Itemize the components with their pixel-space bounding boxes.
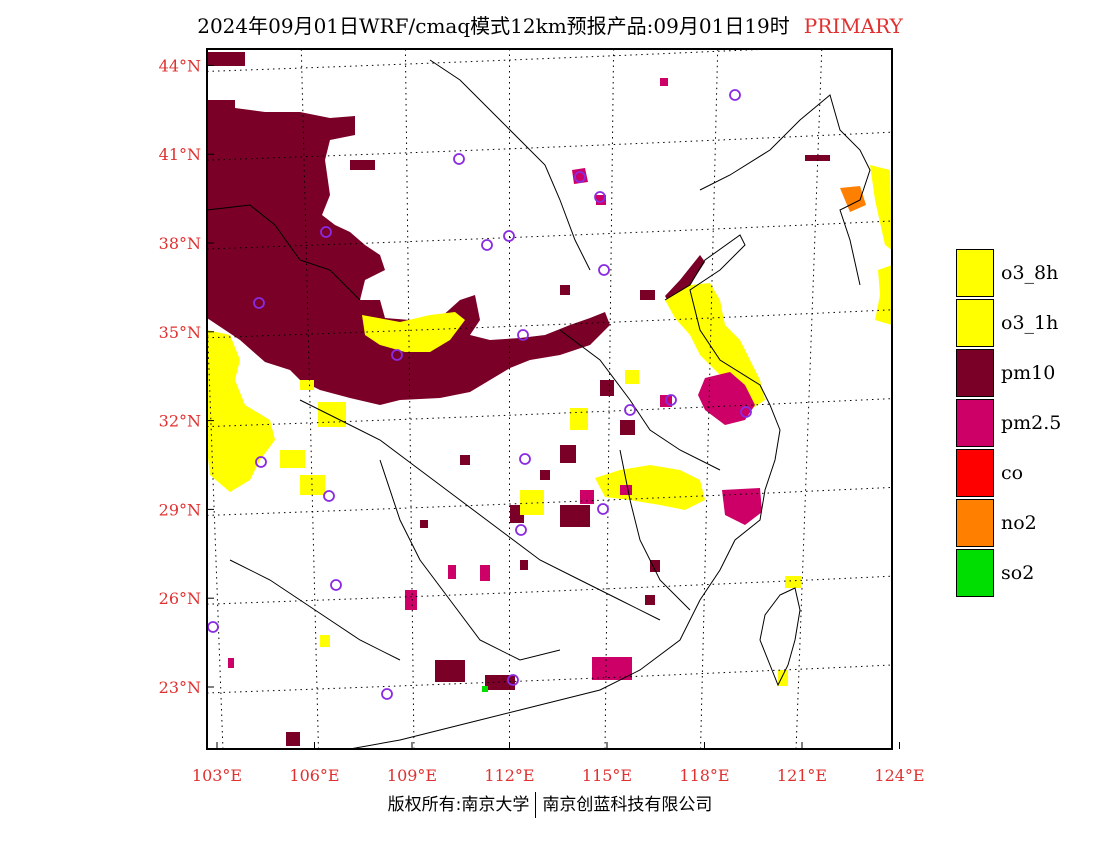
taiwan-island <box>759 587 801 687</box>
legend-item: pm2.5 <box>956 398 1061 448</box>
primary-tag: PRIMARY <box>803 14 903 38</box>
lat-tick-label: 38°N <box>159 234 201 253</box>
longitude-labels: 103°E 106°E 109°E 112°E 115°E 118°E 121°E 124°E <box>192 766 925 785</box>
legend-item: pm10 <box>956 348 1061 398</box>
pm25-scatter <box>228 78 672 668</box>
coastline-and-borders <box>207 59 871 749</box>
legend-swatch <box>956 249 994 297</box>
legend-swatch <box>956 549 994 597</box>
map-title: 2024年09月01日WRF/cmaq模式12km预报产品:09月01日19时 P… <box>0 10 1100 39</box>
province-border-6 <box>229 559 401 661</box>
legend-label: so2 <box>1001 562 1035 584</box>
legend-swatch <box>956 499 994 547</box>
copyright-separator <box>535 792 537 818</box>
legend-label: pm10 <box>1001 362 1056 384</box>
legend: o3_8h o3_1h pm10 pm2.5 co no2 so2 <box>956 248 1061 598</box>
copyright-right: 南京创蓝科技有限公司 <box>542 795 713 815</box>
axis-ticks <box>207 64 900 749</box>
pollution-layer <box>207 52 892 746</box>
legend-label: pm2.5 <box>1001 412 1062 434</box>
province-border-1 <box>207 204 361 301</box>
legend-label: co <box>1001 462 1024 484</box>
o3-region-central-south <box>595 465 705 510</box>
o3-region-korea <box>870 165 892 250</box>
legend-item: co <box>956 448 1061 498</box>
latitude-labels: 44°N 41°N 38°N 35°N 32°N 29°N 26°N 23°N <box>159 56 201 697</box>
province-border-7 <box>619 449 691 611</box>
legend-swatch <box>956 299 994 347</box>
pm10-patch-river <box>665 255 705 305</box>
lon-tick-label: 106°E <box>289 766 339 785</box>
coastline-bohai <box>699 94 871 286</box>
o3-band-central <box>362 312 465 352</box>
o3-region-west <box>207 330 275 492</box>
graticule <box>207 49 892 749</box>
lon-tick-label: 118°E <box>679 766 729 785</box>
o3-scatter <box>280 370 801 686</box>
province-border-2 <box>429 59 591 271</box>
legend-item: no2 <box>956 498 1061 548</box>
so2-speck <box>482 686 488 692</box>
lon-tick-label: 112°E <box>484 766 534 785</box>
lat-tick-label: 44°N <box>159 56 201 75</box>
copyright: 版权所有:南京大学 南京创蓝科技有限公司 <box>0 790 1100 818</box>
o3-region-east-coast <box>665 283 765 410</box>
lat-tick-label: 41°N <box>159 145 201 164</box>
lat-tick-label: 23°N <box>159 678 201 697</box>
lon-tick-label: 121°E <box>777 766 827 785</box>
pm10-region-northwest <box>207 100 610 405</box>
pm10-patch-top <box>207 52 245 66</box>
no2-patch-korea <box>840 186 866 212</box>
legend-label: no2 <box>1001 512 1037 534</box>
province-border-3 <box>299 399 661 621</box>
map-frame <box>206 48 893 750</box>
coastline-east-china <box>349 234 781 749</box>
copyright-left: 版权所有:南京大学 <box>387 795 530 815</box>
title-text: 2024年09月01日WRF/cmaq模式12km预报产品:09月01日19时 <box>197 14 790 38</box>
legend-swatch <box>956 449 994 497</box>
legend-item: o3_8h <box>956 248 1061 298</box>
lon-tick-label: 109°E <box>387 766 437 785</box>
pm10-scatter <box>286 155 830 746</box>
legend-label: o3_1h <box>1001 312 1059 334</box>
lat-tick-label: 29°N <box>159 500 201 519</box>
lon-tick-label: 124°E <box>874 766 924 785</box>
pm25-region-zhejiang <box>722 488 762 525</box>
province-border-4 <box>379 459 561 661</box>
lat-tick-label: 35°N <box>159 323 201 342</box>
o3-region-korea-south <box>875 265 892 325</box>
lat-tick-label: 32°N <box>159 412 201 431</box>
province-border-5 <box>559 329 721 471</box>
lon-tick-label: 115°E <box>582 766 632 785</box>
pm25-region-guangdong <box>592 657 632 680</box>
legend-swatch <box>956 349 994 397</box>
legend-item: o3_1h <box>956 298 1061 348</box>
lon-tick-label: 103°E <box>192 766 242 785</box>
lat-tick-label: 26°N <box>159 589 201 608</box>
legend-swatch <box>956 399 994 447</box>
legend-label: o3_8h <box>1001 262 1059 284</box>
legend-item: so2 <box>956 548 1061 598</box>
